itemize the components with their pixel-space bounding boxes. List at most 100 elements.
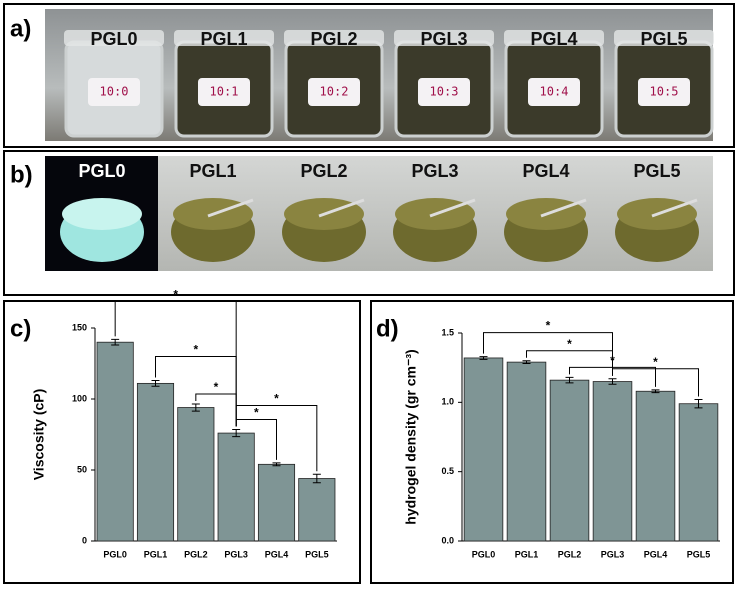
- panel-frame: [370, 300, 734, 584]
- significance-bracket: [235, 405, 318, 472]
- jar-lid: [504, 30, 604, 46]
- jar-tag: [638, 78, 690, 106]
- bar: [257, 463, 296, 542]
- significance-label: *: [653, 355, 658, 369]
- y-tick-label: 0.0: [441, 535, 454, 545]
- y-axis-label: hydrogel density (gr cm⁻³): [403, 349, 419, 524]
- error-bar: [312, 473, 321, 484]
- tweezer: [540, 198, 587, 218]
- ratio-label: 10:1: [210, 85, 239, 99]
- bar: [592, 381, 633, 542]
- jar-tag: [198, 78, 250, 106]
- significance-label: *: [214, 380, 219, 394]
- jar-lid: [614, 30, 714, 46]
- bar: [463, 357, 504, 542]
- significance-label: *: [193, 343, 198, 357]
- jar-lid: [64, 30, 164, 46]
- error-bar: [151, 380, 160, 387]
- y-tick-label: 0.5: [441, 466, 454, 476]
- y-tick-label: 50: [77, 464, 87, 474]
- tweezer: [318, 198, 365, 218]
- jar-tag: [88, 78, 140, 106]
- panel-label: c): [10, 315, 31, 342]
- y-tick-label: 1.5: [441, 327, 454, 337]
- jar-tag: [528, 78, 580, 106]
- significance-label: *: [173, 288, 178, 302]
- error-bar: [608, 378, 617, 385]
- error-bar: [651, 389, 660, 394]
- y-tick-label: 100: [72, 393, 87, 403]
- y-tick-label: 150: [72, 322, 87, 332]
- sample-label: PGL2: [300, 161, 347, 181]
- tweezer: [207, 198, 254, 218]
- jar-lid: [394, 30, 494, 46]
- sample-label: PGL0: [90, 29, 137, 49]
- ratio-label: 10:5: [650, 85, 679, 99]
- significance-bracket: [155, 356, 237, 427]
- panel-label: d): [376, 315, 399, 342]
- jar-tag: [418, 78, 470, 106]
- sample-label: PGL4: [530, 29, 577, 49]
- bar: [549, 379, 590, 542]
- error-bar: [479, 356, 488, 360]
- y-tick-label: 0: [82, 535, 87, 545]
- x-tick-label: PGL0: [472, 549, 496, 559]
- sample-label: PGL5: [640, 29, 687, 49]
- significance-label: *: [274, 392, 279, 406]
- significance-bracket: [569, 366, 656, 387]
- ratio-label: 10:0: [100, 85, 129, 99]
- sample-label: PGL2: [310, 29, 357, 49]
- panel-label: a): [10, 15, 31, 42]
- x-tick-label: PGL4: [644, 549, 668, 559]
- significance-label: *: [254, 406, 259, 420]
- bar: [177, 407, 215, 542]
- error-bar: [272, 462, 281, 467]
- significance-bracket: [612, 368, 699, 397]
- x-tick-label: PGL2: [184, 549, 208, 559]
- sample-label: PGL3: [420, 29, 467, 49]
- panel-frame: [3, 3, 735, 148]
- error-bar: [565, 376, 574, 384]
- x-tick-label: PGL4: [265, 549, 289, 559]
- panel-frame: [3, 150, 735, 296]
- x-tick-label: PGL1: [515, 549, 539, 559]
- error-bar: [111, 338, 120, 346]
- gel-top: [62, 198, 142, 230]
- ratio-label: 10:3: [430, 85, 459, 99]
- error-bar: [694, 399, 703, 409]
- y-axis-label: Viscosity (cP): [31, 389, 47, 481]
- bar: [298, 478, 336, 542]
- jar-tag: [308, 78, 360, 106]
- significance-label: *: [546, 319, 551, 333]
- tweezer: [429, 198, 476, 218]
- sample-label: PGL3: [411, 161, 458, 181]
- sample-label: PGL1: [200, 29, 247, 49]
- jar-lid: [284, 30, 384, 46]
- significance-label: *: [610, 354, 615, 368]
- tweezer: [651, 198, 698, 218]
- x-tick-label: PGL1: [144, 549, 168, 559]
- panel-label: b): [10, 161, 33, 188]
- sample-label: PGL4: [522, 161, 569, 181]
- error-bar: [522, 360, 531, 365]
- bar: [96, 341, 134, 542]
- y-tick-label: 1.0: [441, 397, 454, 407]
- bar: [635, 390, 676, 542]
- x-tick-label: PGL5: [305, 549, 329, 559]
- bar: [136, 382, 175, 542]
- ratio-label: 10:2: [320, 85, 349, 99]
- x-tick-label: PGL2: [558, 549, 582, 559]
- bar: [678, 403, 719, 542]
- error-bar: [191, 403, 200, 412]
- error-bar: [232, 429, 241, 438]
- x-tick-label: PGL3: [224, 549, 248, 559]
- bar: [506, 361, 547, 542]
- sample-label: PGL5: [633, 161, 680, 181]
- x-tick-label: PGL5: [687, 549, 711, 559]
- significance-label: *: [567, 337, 572, 351]
- sample-label: PGL1: [189, 161, 236, 181]
- ratio-label: 10:4: [540, 85, 569, 99]
- sample-label: PGL0: [78, 161, 125, 181]
